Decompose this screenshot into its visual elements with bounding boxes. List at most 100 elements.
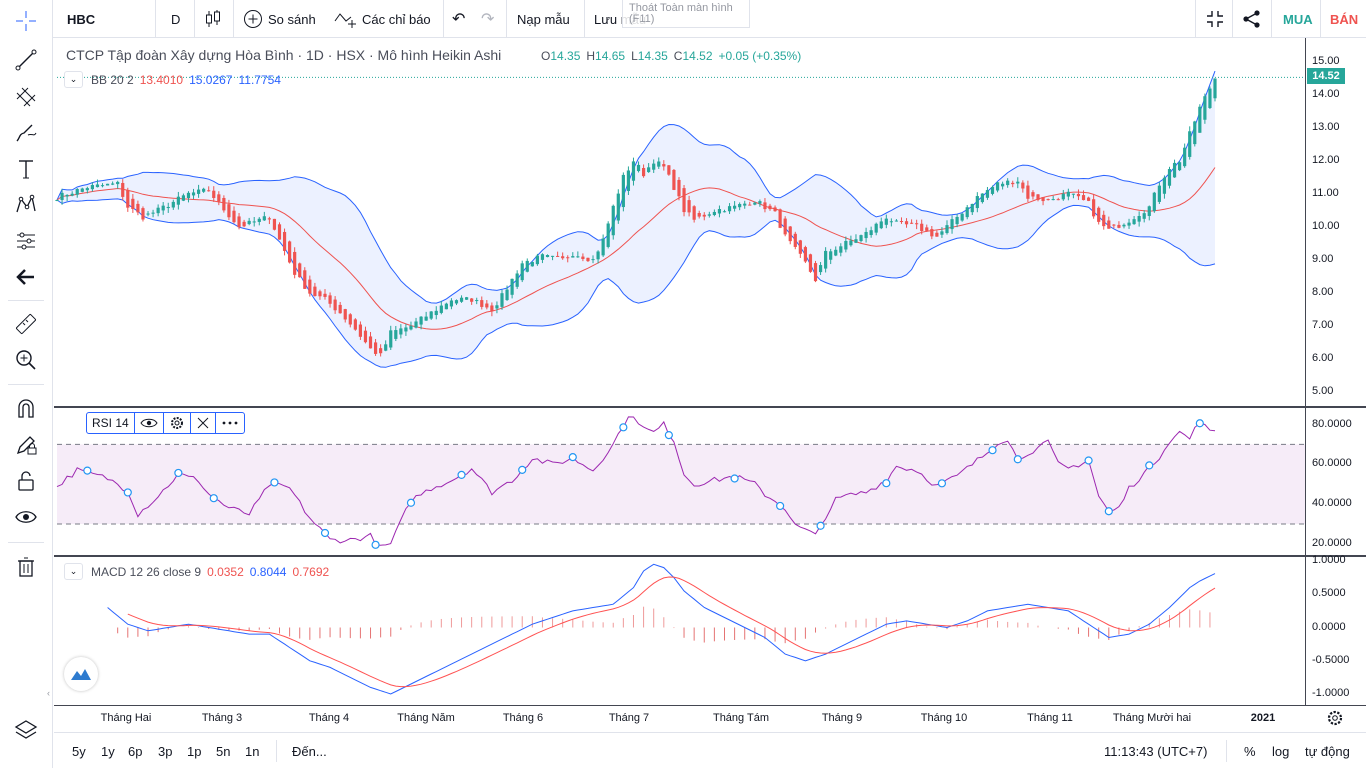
rsi-legend[interactable]: RSI 14	[86, 412, 245, 434]
eye-icon[interactable]	[13, 504, 39, 530]
candle-body	[798, 240, 802, 254]
candle-body	[1162, 177, 1167, 194]
fullscreen-tooltip: Thoát Toàn màn hình (F11)	[622, 0, 750, 28]
candle-body	[363, 330, 368, 343]
crosshair-icon[interactable]	[13, 8, 39, 34]
trash-icon[interactable]	[13, 554, 39, 580]
clock[interactable]: 11:13:43 (UTC+7)	[1104, 743, 1208, 759]
candle-body	[970, 203, 974, 213]
fullscreen-button[interactable]	[1205, 0, 1225, 38]
rsi-marker-dot	[619, 423, 628, 432]
bottom-toolbar: 5y 1y 6p 3p 1p 5n 1n Đến... 11:13:43 (UT…	[54, 732, 1366, 768]
candle-body	[293, 251, 297, 275]
zoom-in-icon[interactable]	[13, 347, 39, 373]
range-5y[interactable]: 5y	[72, 743, 86, 759]
scale-label: 6.00	[1312, 351, 1334, 364]
range-3p[interactable]: 3p	[158, 743, 173, 759]
range-1p[interactable]: 1p	[187, 743, 202, 759]
collapse-toolbar-chevron-icon[interactable]: ‹	[47, 688, 50, 698]
scale-label: 13.00	[1312, 120, 1340, 133]
compare-button[interactable]: So sánh	[243, 0, 316, 38]
candle-body	[141, 208, 145, 220]
load-layout-button[interactable]: Nạp mẫu	[517, 11, 570, 27]
range-5n[interactable]: 5n	[216, 743, 231, 759]
close-icon[interactable]	[191, 413, 216, 433]
candle-body	[257, 218, 261, 222]
brush-icon[interactable]	[13, 120, 39, 146]
time-axis-label: Tháng 10	[920, 712, 968, 724]
lock-drawing-icon[interactable]	[13, 432, 39, 458]
candle-body	[909, 222, 914, 224]
candle-body	[945, 225, 949, 234]
sell-button[interactable]: BÁN	[1330, 11, 1359, 27]
magnet-icon[interactable]	[13, 396, 39, 422]
candle-body	[394, 330, 398, 339]
chart-type-button[interactable]	[204, 0, 222, 38]
range-6p[interactable]: 6p	[128, 743, 143, 759]
macd-legend[interactable]: ⌄ MACD 12 26 close 9 0.0352 0.8044 0.769…	[64, 563, 329, 580]
gear-icon[interactable]	[164, 413, 191, 433]
interval-button[interactable]: D	[171, 11, 181, 27]
eye-icon[interactable]	[135, 413, 164, 433]
candle-body	[85, 188, 89, 191]
prediction-icon[interactable]	[13, 228, 39, 254]
auto-scale-toggle[interactable]: tự động	[1305, 743, 1350, 759]
share-button[interactable]	[1242, 0, 1262, 38]
candle-body	[252, 221, 256, 223]
candle-body	[904, 221, 909, 225]
candle-body	[379, 348, 383, 354]
more-icon[interactable]	[216, 413, 244, 433]
tradingview-logo-icon[interactable]	[64, 657, 98, 691]
candle-body	[510, 278, 514, 295]
range-1y[interactable]: 1y	[101, 743, 115, 759]
layers-icon[interactable]	[14, 718, 38, 742]
buy-button[interactable]: MUA	[1283, 11, 1313, 27]
log-scale-toggle[interactable]: log	[1272, 743, 1290, 759]
indicators-button[interactable]: Các chỉ báo	[334, 0, 431, 38]
text-icon[interactable]	[13, 156, 39, 182]
range-1n[interactable]: 1n	[245, 743, 260, 759]
candle-body	[894, 220, 899, 222]
candle-body	[419, 316, 423, 325]
bb-legend[interactable]: ⌄ BB 20 2 13.4010 15.0267 11.7754	[64, 71, 281, 88]
candle-body	[571, 256, 575, 258]
pitchfork-icon[interactable]	[13, 84, 39, 110]
chevron-down-icon[interactable]: ⌄	[64, 563, 83, 580]
compare-label: So sánh	[268, 11, 316, 27]
candle-body	[601, 238, 605, 256]
candle-body	[864, 231, 868, 239]
goto-date-button[interactable]: Đến...	[292, 743, 327, 759]
candle-body	[702, 214, 706, 217]
chevron-down-icon[interactable]: ⌄	[64, 71, 83, 88]
symbol-search-button[interactable]: HBC	[67, 11, 96, 27]
undo-icon[interactable]: ↶	[452, 11, 466, 28]
open-key: O	[541, 49, 551, 63]
pane-divider[interactable]	[54, 406, 1366, 408]
candle-body	[1178, 162, 1182, 171]
candle-body	[849, 240, 853, 246]
candle-body	[424, 316, 428, 321]
ruler-icon[interactable]	[13, 311, 39, 337]
candle-body	[667, 165, 671, 175]
macd-signal-value: 0.7692	[292, 564, 330, 579]
redo-icon[interactable]: ↷	[481, 11, 495, 28]
candle-body	[733, 205, 737, 209]
unlock-icon[interactable]	[13, 468, 39, 494]
trendline-icon[interactable]	[13, 47, 39, 73]
percent-scale-toggle[interactable]: %	[1244, 743, 1256, 759]
time-axis[interactable]	[54, 705, 1366, 731]
chart-settings-gear-icon[interactable]	[1324, 707, 1346, 729]
candle-body	[384, 344, 388, 351]
candle-body	[75, 189, 79, 195]
candle-body	[884, 218, 888, 225]
candle-body	[116, 181, 120, 185]
pattern-icon[interactable]	[13, 192, 39, 218]
time-axis-label: Tháng Tám	[712, 712, 770, 724]
candle-body	[813, 263, 818, 282]
back-arrow-icon[interactable]	[13, 264, 39, 290]
pane-divider[interactable]	[54, 555, 1366, 557]
candle-body	[348, 314, 352, 325]
candle-body	[707, 214, 711, 216]
candle-body	[520, 263, 524, 281]
